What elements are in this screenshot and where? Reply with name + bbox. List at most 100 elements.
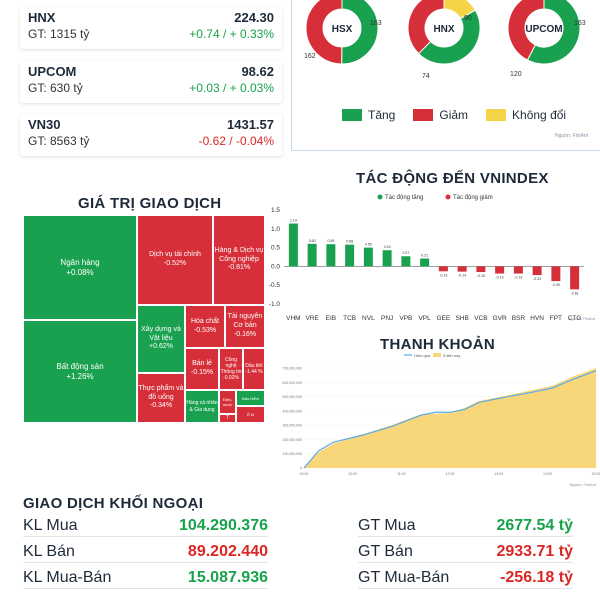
foreign-row: GT Mua-Bán -256.18 tỷ (358, 567, 573, 589)
donut-count-label: 120 (510, 71, 522, 78)
index-change: +0.74 / + 0.33% (189, 27, 274, 41)
market-breadth-donuts: HSX163162HNX339074UPCOM163120 (304, 0, 586, 80)
bar-value-label: 0.50 (365, 243, 372, 247)
x-tick-label: 09:00 (300, 472, 309, 476)
impact-bar (326, 244, 336, 267)
treemap-tile[interactable]: T (219, 414, 236, 423)
legend-label: Tác động giảm (453, 195, 493, 201)
treemap-tile[interactable]: Điện, nước (219, 390, 236, 414)
x-tick-label: GEE (437, 315, 451, 322)
treemap-tile[interactable]: Bảo hiểm (236, 390, 265, 406)
index-name: UPCOM (28, 64, 77, 79)
x-tick-label: 15:00 (592, 472, 600, 476)
donut-slice-down (407, 0, 445, 55)
treemap-tile[interactable]: Hàng & Dịch vụ Công nghiệp -0.81% (213, 215, 265, 305)
treemap-tile[interactable]: Xây dựng và Vật liệu +0.62% (137, 305, 185, 373)
donut-center-label: HNX (433, 24, 454, 35)
x-tick-label: SHB (455, 315, 468, 322)
tile-name: Hóa chất (190, 317, 220, 325)
legend-swatch-up (342, 109, 362, 121)
legend-swatch-down (413, 109, 434, 121)
y-tick-label: 0.5 (271, 245, 280, 252)
legend-marker-up (377, 194, 383, 200)
impact-bar (495, 266, 505, 274)
source-note: Nguồn: FiinAnt (570, 482, 597, 487)
bar-value-label: 0.43 (384, 245, 391, 249)
bar-value-label: 1.14 (290, 219, 297, 223)
tile-name: Dịch vụ tài chính (149, 251, 201, 259)
x-tick-label: BSR (512, 315, 526, 322)
impact-bar (307, 243, 317, 267)
y-tick-label: 1.0 (271, 226, 280, 233)
bar-value-label: -0.23 (533, 277, 541, 281)
index-value: 98.62 (241, 64, 274, 79)
tile-change: -0.02% (223, 375, 239, 382)
tile-name: Công nghệ Thông tin (220, 356, 242, 376)
foreign-value: 2677.54 tỷ (496, 516, 573, 534)
tile-change: -0.15% (190, 369, 214, 376)
treemap-tile[interactable]: Dịch vụ tài chính -0.52% (137, 215, 213, 305)
legend-swatch-today (433, 353, 441, 357)
index-value: 224.30 (234, 10, 274, 25)
x-tick-label: 13:00 (494, 472, 503, 476)
y-tick-label: -0.5 (269, 282, 281, 289)
impact-bar (401, 256, 411, 267)
sector-treemap: Ngân hàng +0.08% Bất động sản +1.26% Dịch … (23, 215, 265, 423)
treemap-tile[interactable]: Dầu khí -1.44 % (243, 348, 265, 390)
index-trade-value: GT: 630 tỷ (28, 81, 83, 95)
legend-down-label: Giảm (439, 108, 469, 122)
bar-value-label: -0.13 (439, 273, 447, 277)
x-tick-label: GVR (493, 315, 507, 322)
x-tick-label: 12:00 (446, 472, 455, 476)
treemap-tile[interactable]: Hàng cá nhân & Gia dụng (185, 390, 219, 423)
donut-slice-up (526, 0, 581, 65)
x-tick-label: 14:00 (543, 472, 552, 476)
treemap-tile[interactable]: Bất động sản +1.26% (23, 320, 137, 423)
tile-name: Dầu khí (245, 362, 263, 369)
impact-bar (345, 244, 355, 267)
foreign-title: GIAO DỊCH KHỐI NGOẠI (23, 495, 204, 512)
index-value: 1431.57 (227, 117, 274, 132)
index-card-vn30: VN30 1431.57 GT: 8563 tỷ -0.62 / -0.04% (20, 114, 282, 156)
breadth-legend: Tăng Giảm Không đổi (342, 108, 566, 122)
foreign-value: 104.290.376 (179, 516, 268, 534)
tile-change: +0.08% (66, 267, 94, 277)
donut-center-label: UPCOM (525, 24, 562, 35)
legend-up-label: Tăng (368, 108, 396, 122)
tile-name: Điện, nước (222, 397, 233, 407)
donut-hole (426, 10, 462, 46)
tile-name: Hàng cá nhân & Gia dụng (186, 400, 218, 413)
treemap-tile[interactable]: Ngân hàng +0.08% (23, 215, 137, 320)
impact-bar (438, 266, 448, 272)
source-note: Nguồn: FiinAnt (569, 316, 596, 321)
x-tick-label: VPB (399, 315, 412, 322)
donut-slice-down (507, 0, 545, 61)
donut-slice-up (417, 9, 481, 65)
treemap-tile[interactable]: Tài nguyên Cơ bản -0.16% (225, 305, 265, 348)
foreign-value: -256.18 tỷ (500, 568, 573, 586)
x-tick-label: FPT (550, 315, 562, 322)
bar-value-label: 0.60 (309, 239, 316, 243)
impact-chart: Tác động tăng Tác động giảm 1.5 1.0 0.5 0.0 -0… (269, 194, 596, 322)
legend-label: Hôm qua (414, 353, 431, 358)
impact-bar (513, 266, 523, 274)
x-tick-label: HVN (530, 315, 544, 322)
impact-bar (457, 266, 467, 272)
treemap-tile[interactable]: Ô tô (236, 406, 265, 423)
treemap-tile[interactable]: Hóa chất -0.53% (185, 305, 225, 348)
index-change: -0.62 / -0.04% (198, 134, 274, 148)
foreign-label: GT Bán (358, 542, 413, 560)
y-tick-label: -1.0 (269, 301, 281, 308)
donut-slice-up (341, 0, 379, 65)
treemap-tile[interactable]: Thực phẩm và đồ uống -0.34% (137, 373, 185, 423)
impact-bar (476, 266, 486, 273)
bar-value-label: -0.39 (552, 283, 560, 287)
tile-change: -0.53% (193, 326, 217, 334)
foreign-value: 2933.71 tỷ (496, 542, 573, 560)
legend-down: Giảm (413, 108, 468, 122)
donut-hole (324, 10, 360, 46)
tile-name: Thực phẩm và đồ uống (138, 384, 184, 401)
treemap-tile[interactable]: Công nghệ Thông tin -0.02% (219, 348, 243, 390)
treemap-tile[interactable]: Bán lẻ -0.15% (185, 348, 219, 390)
